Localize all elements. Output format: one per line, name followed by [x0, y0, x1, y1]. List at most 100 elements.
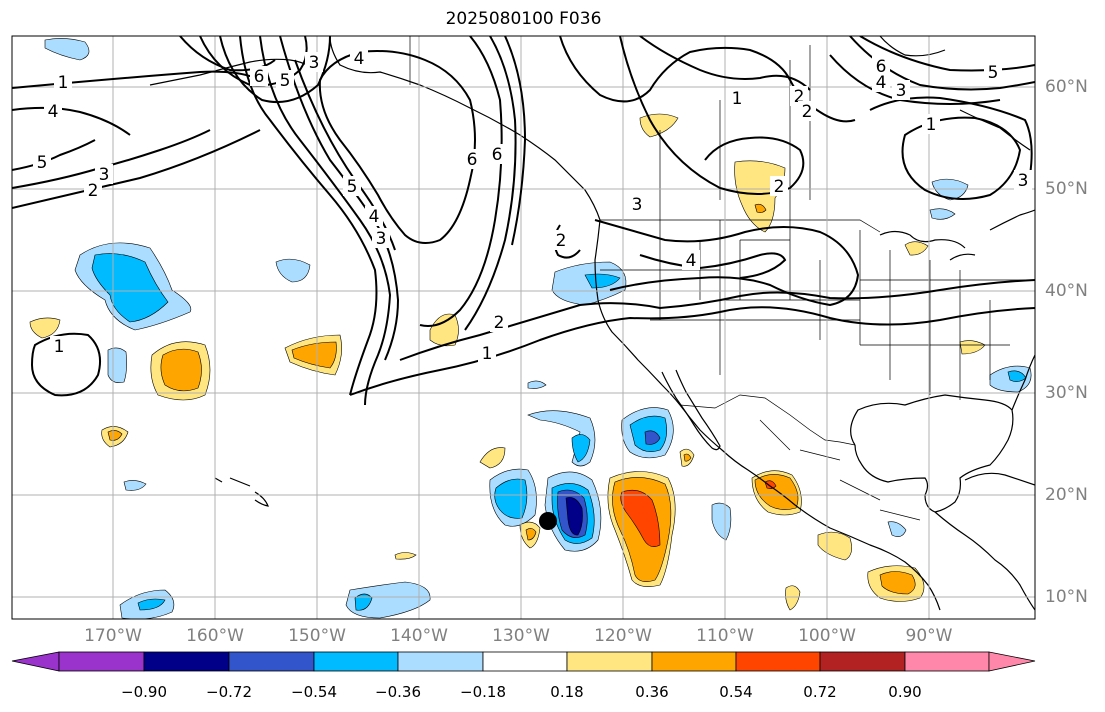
shade-cyan-nwus — [584, 273, 621, 289]
gridlines — [12, 36, 1035, 619]
shade-yellow-mx2 — [817, 531, 852, 561]
coast-cuba — [964, 472, 1035, 486]
shade-yellow-6 — [479, 447, 506, 469]
lon-label-120w: 120°W — [594, 626, 652, 646]
contour-label: 3 — [632, 195, 643, 215]
shade-cyan-s2 — [354, 593, 373, 611]
contour-trough-b — [259, 36, 392, 406]
shade-orange-2 — [291, 341, 337, 369]
contour-3-us — [594, 219, 860, 307]
contour-label: 4 — [354, 49, 365, 69]
contour-labels: 1 4 6 5 2 3 6 5 3 4 5 4 3 6 2 1 2 3 4 2 … — [33, 48, 1032, 364]
contour-label: 3 — [1018, 171, 1029, 191]
contour-label: 1 — [58, 73, 69, 93]
colorbar-tick: 0.36 — [635, 683, 669, 701]
contour-label: 1 — [482, 344, 493, 364]
border-us-canada — [600, 219, 881, 233]
shade-yellow-mx5 — [785, 585, 801, 611]
lat-label-40n: 40°N — [1045, 281, 1088, 301]
contour-label: 6 — [254, 67, 265, 87]
contour-2-west — [12, 129, 261, 209]
contour-ridge-4 — [504, 36, 527, 246]
shade-royal-baja — [644, 430, 661, 445]
contour-label: 5 — [280, 71, 291, 91]
colorbar-bin-3 — [228, 651, 315, 672]
shade-blue-ak — [44, 38, 90, 61]
shade-blue-mx4 — [887, 521, 907, 537]
contour-1-main — [349, 306, 1035, 396]
shade-blue-small1 — [275, 258, 311, 283]
border-states-1 — [600, 200, 1035, 395]
coast-baja — [661, 369, 721, 451]
shade-blue-ne2 — [929, 208, 956, 220]
shade-yellow-5 — [429, 313, 459, 347]
coast-na-west — [329, 36, 941, 611]
lon-label-150w: 150°W — [288, 626, 346, 646]
border-canada-provinces — [659, 45, 811, 200]
shade-yellow-7 — [394, 552, 417, 560]
contour-canada-3 — [639, 36, 811, 91]
coast-se-us — [1011, 354, 1035, 411]
lat-label-60n: 60°N — [1045, 77, 1088, 97]
colorbar-bin-8 — [651, 651, 737, 672]
lat-label-30n: 30°N — [1045, 383, 1088, 403]
colorbar-bin-9 — [735, 651, 821, 672]
map-title: 2025080100 F036 — [445, 9, 602, 29]
lon-label-90w: 90°W — [905, 626, 953, 646]
contour-label: 1 — [926, 115, 937, 135]
colorbar-bin-5 — [397, 651, 484, 672]
shade-yellow-ne — [904, 241, 929, 256]
contour-ridge-3 — [464, 36, 517, 331]
shade-cyan-storm-arc — [571, 434, 591, 463]
contour-label: 4 — [686, 251, 697, 271]
lat-label-10n: 10°N — [1045, 587, 1088, 607]
contour-label: 6 — [467, 150, 478, 170]
colorbar-tick: 0.72 — [803, 683, 837, 701]
shade-cyan-nw — [91, 253, 169, 323]
shade-orange-mx3 — [879, 571, 916, 595]
shade-red-mx1 — [764, 480, 777, 489]
colorbar-bin-1 — [58, 651, 145, 672]
map-frame-border — [11, 35, 1036, 620]
contour-label: 3 — [309, 53, 320, 73]
shade-yellow-3 — [29, 317, 61, 339]
contour-label: 2 — [556, 231, 567, 251]
coast-central-am — [934, 511, 1035, 611]
shade-orange-canada2 — [754, 203, 767, 213]
coast-hudson — [879, 36, 946, 57]
colorbar-tick: 0.90 — [888, 683, 922, 701]
lon-label-170w: 170°W — [84, 626, 142, 646]
contour-label: 2 — [494, 313, 505, 333]
shade-red-pos — [620, 489, 661, 547]
shade-blue-tiny — [123, 480, 147, 491]
lon-label-100w: 100°W — [798, 626, 856, 646]
shade-navy-storm — [565, 497, 583, 536]
contour-trough-a — [239, 36, 378, 396]
shade-blue-small2 — [107, 347, 127, 383]
contour-label: 2 — [794, 87, 805, 107]
shade-blue-ne — [931, 178, 969, 201]
contour-4-west — [12, 106, 131, 136]
contour-label: 5 — [988, 63, 999, 83]
colorbar-extend-left — [11, 651, 60, 672]
lon-label-140w: 140°W — [390, 626, 448, 646]
contour-3-west — [12, 129, 211, 189]
shade-orange-1 — [160, 348, 202, 392]
shade-orange-storm-sw — [525, 528, 537, 541]
colorbar-tick: −0.90 — [121, 683, 167, 701]
shade-orange-small8 — [683, 453, 692, 462]
contour-1-loop-w — [30, 332, 101, 397]
contour-label: 1 — [54, 337, 65, 357]
contour-ak-3 — [219, 36, 331, 104]
colorbar-bin-10 — [819, 651, 906, 672]
contour-ridge-loop — [318, 50, 476, 245]
contour-ridge-2 — [419, 36, 503, 327]
colorbar-bin-11 — [904, 651, 990, 672]
colorbar-tick: −0.18 — [460, 683, 506, 701]
contour-label: 4 — [876, 73, 887, 93]
coast-gulf — [850, 394, 1014, 513]
colorbar — [11, 651, 1036, 672]
contour-label: 6 — [492, 145, 503, 165]
lat-label-50n: 50°N — [1045, 179, 1088, 199]
colorbar-tick: −0.72 — [206, 683, 252, 701]
